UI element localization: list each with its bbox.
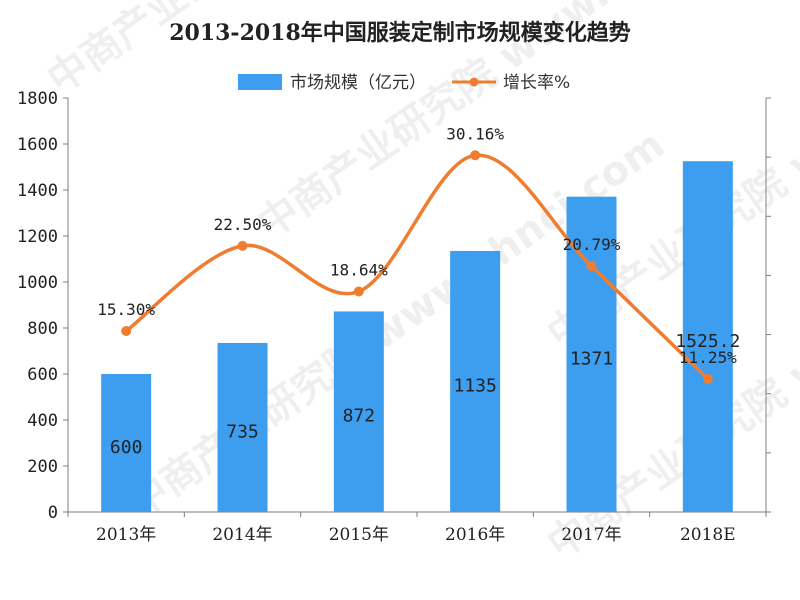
growth-value-label: 22.50% <box>214 215 272 234</box>
x-tick-label: 2014年 <box>212 525 272 545</box>
growth-value-label: 18.64% <box>330 261 388 280</box>
growth-point <box>121 326 132 337</box>
bar-value-label: 1525.2 <box>675 331 740 352</box>
legend-swatch-marker <box>469 77 479 87</box>
bar <box>101 374 152 512</box>
growth-value-label: 30.16% <box>446 124 504 143</box>
growth-line-path <box>125 153 710 381</box>
x-tick-label: 2018E <box>680 525 736 545</box>
growth-point <box>702 373 713 384</box>
y-tick-label: 1000 <box>17 273 58 293</box>
y-tick-label: 1200 <box>17 227 58 247</box>
growth-point <box>470 150 481 161</box>
y-tick-label: 600 <box>27 365 58 385</box>
legend-swatch-bar <box>238 74 282 90</box>
growth-point <box>353 286 364 297</box>
bar-value-label: 1371 <box>570 348 613 369</box>
y-tick-label: 1800 <box>17 89 58 109</box>
x-tick-label: 2015年 <box>329 525 389 545</box>
bar-value-label: 1135 <box>453 375 496 396</box>
x-tick-label: 2017年 <box>561 525 621 545</box>
chart-title: 2013-2018年中国服装定制市场规模变化趋势 <box>169 20 631 46</box>
bar <box>450 250 501 512</box>
x-tick-label: 2016年 <box>445 525 505 545</box>
bar-value-label: 735 <box>226 421 259 442</box>
y-tick-label: 1400 <box>17 181 58 201</box>
y-tick-label: 1600 <box>17 135 58 155</box>
growth-line <box>121 150 713 384</box>
y-tick-label: 800 <box>27 319 58 339</box>
legend-label-line: 增长率% <box>503 73 570 93</box>
growth-point <box>237 240 248 251</box>
bar <box>217 342 268 512</box>
legend-label-bar: 市场规模（亿元） <box>290 73 426 93</box>
bar-value-label: 600 <box>110 437 143 458</box>
bars <box>101 161 733 513</box>
bar-value-label: 872 <box>343 406 376 427</box>
growth-point <box>586 261 597 272</box>
y-tick-label: 200 <box>27 457 58 477</box>
growth-value-label: 11.25% <box>679 348 737 367</box>
legend: 市场规模（亿元） 增长率% <box>238 73 570 93</box>
data-labels: 600 735 872 1135 1371 1525.2 15.30% 22.50% 18.64… <box>97 124 740 458</box>
bar <box>682 161 733 513</box>
x-tick-label: 2013年 <box>96 525 156 545</box>
bar <box>333 311 384 512</box>
growth-value-label: 15.30% <box>97 300 155 319</box>
growth-value-label: 20.79% <box>563 235 621 254</box>
axes: 0 200 400 600 800 1000 1200 1400 1600 1800 2013年 20… <box>17 89 771 545</box>
y-tick-label: 0 <box>48 503 58 523</box>
y-tick-label: 400 <box>27 411 58 431</box>
